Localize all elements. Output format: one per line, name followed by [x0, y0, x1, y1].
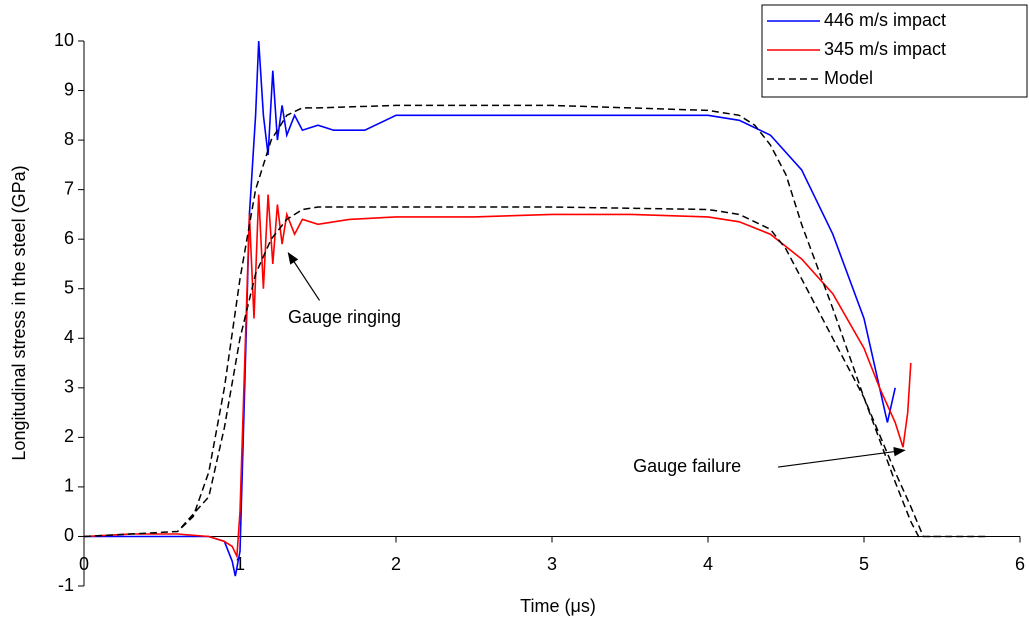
y-tick-label: 9 [64, 79, 74, 99]
y-tick-label: 4 [64, 327, 74, 347]
y-tick-label: 8 [64, 129, 74, 149]
series-line [83, 194, 912, 560]
series-line [83, 104, 989, 538]
y-tick-label: 7 [64, 178, 74, 198]
y-tick-label: 5 [64, 277, 74, 297]
legend-label: 446 m/s impact [824, 10, 946, 30]
x-axis-label: Time (μs) [520, 596, 596, 616]
annotation-arrow [778, 446, 906, 468]
annotation-arrow [287, 252, 321, 301]
legend-label: Model [824, 68, 873, 88]
y-tick-label: 3 [64, 377, 74, 397]
y-tick-label: 6 [64, 228, 74, 248]
x-tick-label: 2 [391, 554, 401, 574]
legend-label: 345 m/s impact [824, 39, 946, 59]
x-tick-label: 4 [703, 554, 713, 574]
x-tick-label: 6 [1015, 554, 1025, 574]
annotation-text: Gauge failure [633, 456, 741, 476]
y-tick-label: -1 [58, 575, 74, 595]
x-tick-label: 5 [859, 554, 869, 574]
y-tick-label: 1 [64, 476, 74, 496]
x-tick-label: 0 [79, 554, 89, 574]
annotation-text: Gauge ringing [288, 307, 401, 327]
x-tick-label: 3 [547, 554, 557, 574]
y-tick-label: 10 [54, 30, 74, 50]
y-tick-label: 0 [64, 525, 74, 545]
y-tick-label: 2 [64, 426, 74, 446]
y-axis-label: Longitudinal stress in the steel (GPa) [9, 165, 29, 460]
series-line [84, 40, 896, 577]
x-tick-label: 1 [235, 554, 245, 574]
